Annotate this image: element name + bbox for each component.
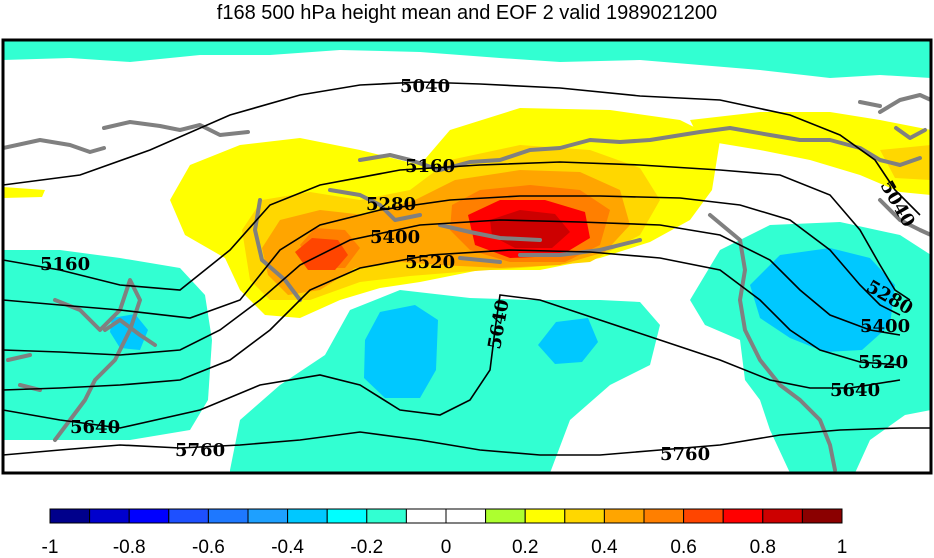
colorbar-swatch xyxy=(564,508,605,524)
colorbar-tick-label: 0.6 xyxy=(670,537,697,558)
colorbar-tick-label: -0.4 xyxy=(271,537,304,558)
colorbar-tick-label: 0.2 xyxy=(511,537,539,558)
coast-north-america-west xyxy=(708,213,837,472)
contour-5040 xyxy=(3,81,921,216)
contour-label: 5640 xyxy=(70,417,120,438)
height-contours xyxy=(3,81,931,456)
contour-label: 5160 xyxy=(405,156,455,177)
colorbar-swatch xyxy=(762,508,803,524)
colorbar-tick-label: 0 xyxy=(440,537,452,558)
contour-label: 5040 xyxy=(400,76,450,97)
colorbar-swatch xyxy=(405,508,447,524)
coast-greenland xyxy=(858,93,931,140)
colorbar-swatch xyxy=(603,508,645,524)
contour-label: 5400 xyxy=(370,227,420,248)
contour-5640 xyxy=(3,294,901,429)
colorbar-swatch xyxy=(722,508,764,524)
colorbar xyxy=(49,508,843,524)
colorbar-tick-label: -1 xyxy=(41,537,59,558)
contour-label: 5520 xyxy=(405,252,455,273)
coast-north-left xyxy=(3,138,106,154)
colorbar-tick-label: 0.8 xyxy=(749,537,776,558)
coast-north-center xyxy=(102,120,250,137)
map-border xyxy=(1,38,933,475)
contour-label: 5520 xyxy=(858,352,908,373)
coast-north-america-east xyxy=(878,198,931,237)
colorbar-swatch xyxy=(326,508,368,524)
colorbar-swatch xyxy=(366,508,407,524)
contour-label: 5160 xyxy=(40,254,90,275)
colorbar-swatch xyxy=(801,508,843,524)
colorbar-tick-label: -0.8 xyxy=(112,537,146,558)
colorbar-swatch xyxy=(287,508,328,524)
colorbar-swatch xyxy=(89,508,130,524)
contour-label: 5760 xyxy=(175,440,225,461)
colorbar-swatch xyxy=(207,508,249,524)
colorbar-swatch xyxy=(168,508,209,524)
colorbar-swatch xyxy=(247,508,289,524)
colorbar-swatch xyxy=(683,508,724,524)
contour-label: 5640 xyxy=(830,380,880,401)
colorbar-tick-label: -0.2 xyxy=(350,537,384,558)
contour-5760 xyxy=(3,427,931,456)
contour-label: 5280 xyxy=(366,194,416,215)
colorbar-swatch xyxy=(49,508,91,524)
shade-blue-center-1 xyxy=(364,305,438,398)
contour-label: 5400 xyxy=(860,316,910,337)
contour-5280 xyxy=(3,195,901,319)
colorbar-tick-label: -0.6 xyxy=(192,537,225,558)
contour-labels: 5040 5160 5280 5400 5520 5640 5760 5160 … xyxy=(40,76,919,465)
colorbar-swatch xyxy=(445,508,487,524)
contour-5400 xyxy=(3,219,901,356)
shade-cyan-top xyxy=(3,40,931,78)
map-title: f168 500 hPa height mean and EOF 2 valid… xyxy=(216,2,718,24)
coast-asia-east xyxy=(53,278,142,442)
shade-blue-center-2 xyxy=(538,318,598,364)
contour-5160 xyxy=(3,161,911,301)
colorbar-swatch xyxy=(524,508,566,524)
contour-5520 xyxy=(3,249,901,391)
colorbar-tick-label: 1 xyxy=(836,537,848,558)
colorbar-swatch xyxy=(643,508,685,524)
contour-label: 5760 xyxy=(660,444,710,465)
shade-cyan-left xyxy=(3,250,212,440)
colorbar-tick-label: 0.4 xyxy=(591,537,618,558)
coast-japan xyxy=(103,318,157,347)
shade-yellow-left xyxy=(3,187,45,198)
colorbar-swatch xyxy=(485,508,526,524)
colorbar-swatch xyxy=(128,508,170,524)
